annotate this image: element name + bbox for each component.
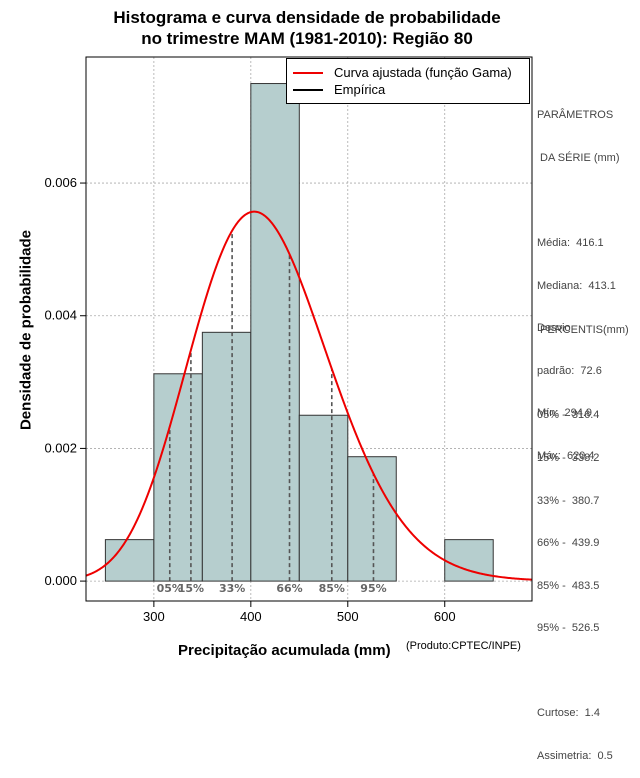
- x-tick-label-300: 300: [143, 609, 165, 624]
- x-tick-label-400: 400: [240, 609, 262, 624]
- stat-assimetria: Assimetria: 0.5: [537, 750, 613, 763]
- gamma-fit-curve: [85, 210, 533, 581]
- histogram-chart: 05%15% 33% 66% 85% 95% 300 400 500 600 0.000 0.00…: [44, 56, 533, 624]
- chart-title-line-2: no trimestre MAM (1981-2010): Região 80: [141, 29, 473, 48]
- stat-max: Máx: 620.4: [537, 450, 595, 463]
- percentil-15: 15% - 338.2: [537, 452, 600, 465]
- percentis-panel: PERCENTIS(mm) 05% - 316.4 15% - 338.2 33…: [537, 295, 629, 778]
- histogram-bar-300-350: [153, 373, 203, 582]
- histogram-bar-450-500: [298, 414, 349, 582]
- chart-title-line-1: Histograma e curva densidade de probabil…: [113, 8, 501, 27]
- gamma-curve: [85, 210, 533, 581]
- percentile-label-66: 66%: [276, 582, 302, 595]
- y-tick-label-1: 0.002: [44, 440, 77, 455]
- axes: 300 400 500 600 0.000 0.002 0.004 0.006: [44, 56, 533, 624]
- legend: Curva ajustada (função Gama) Empírica: [286, 58, 530, 104]
- product-credit: (Produto:CPTEC/INPE): [406, 640, 521, 652]
- legend-swatch-red: [293, 71, 323, 74]
- x-tick-label-500: 500: [337, 609, 359, 624]
- percentis-header: PERCENTIS(mm): [537, 324, 629, 337]
- plot-frame: [85, 56, 533, 602]
- histogram-bar-250-300: [104, 539, 155, 582]
- y-tick-label-2: 0.004: [44, 308, 77, 323]
- legend-label-fitted: Curva ajustada (função Gama): [334, 65, 512, 80]
- percentil-95: 95% - 526.5: [537, 622, 600, 635]
- stat-curtose: Curtose: 1.4: [537, 707, 600, 720]
- percentil-33: 33% - 380.7: [537, 494, 600, 507]
- legend-label-empirical: Empírica: [334, 82, 386, 97]
- y-tick-label-0: 0.000: [44, 573, 77, 588]
- params-header-line-2: DA SÉRIE (mm): [537, 152, 620, 165]
- legend-item-empirical: Empírica: [293, 82, 385, 97]
- percentile-label-95: 95%: [360, 582, 386, 595]
- legend-item-fitted: Curva ajustada (função Gama): [293, 65, 512, 80]
- percentile-lines: 05%15% 33% 66% 85% 95%: [157, 230, 387, 595]
- percentil-05: 05% - 316.4: [537, 409, 600, 422]
- percentile-label-15: 15%: [178, 582, 204, 595]
- y-axis-label: Densidade de probabilidade: [17, 229, 35, 431]
- legend-swatch-black: [293, 88, 323, 91]
- stat-min: Mín: 294.9: [537, 407, 593, 420]
- stat-padrao: padrão: 72.6: [537, 364, 602, 377]
- stat-mediana: Mediana: 413.1: [537, 279, 616, 292]
- percentile-label-33: 33%: [219, 582, 245, 595]
- histogram-bar-500-550: [347, 456, 397, 582]
- stat-media: Média: 416.1: [537, 237, 604, 250]
- x-tick-label-600: 600: [434, 609, 456, 624]
- percentil-85: 85% - 483.5: [537, 579, 600, 592]
- params-panel: PARÂMETROS DA SÉRIE (mm) Média: 416.1 Me…: [537, 80, 620, 477]
- x-axis-label: Precipitação acumulada (mm): [178, 642, 391, 659]
- histogram-bar-400-450: [250, 83, 300, 582]
- y-tick-label-3: 0.006: [44, 175, 77, 190]
- percentile-label-05: 05%: [157, 582, 183, 595]
- percentil-66: 66% - 439.9: [537, 537, 600, 550]
- histogram-bar-350-400: [201, 331, 252, 582]
- percentile-label-85: 85%: [319, 582, 345, 595]
- params-header-line-1: PARÂMETROS: [537, 109, 614, 122]
- histogram-bars: [104, 83, 494, 582]
- stat-desvio: Desvio: [537, 322, 571, 335]
